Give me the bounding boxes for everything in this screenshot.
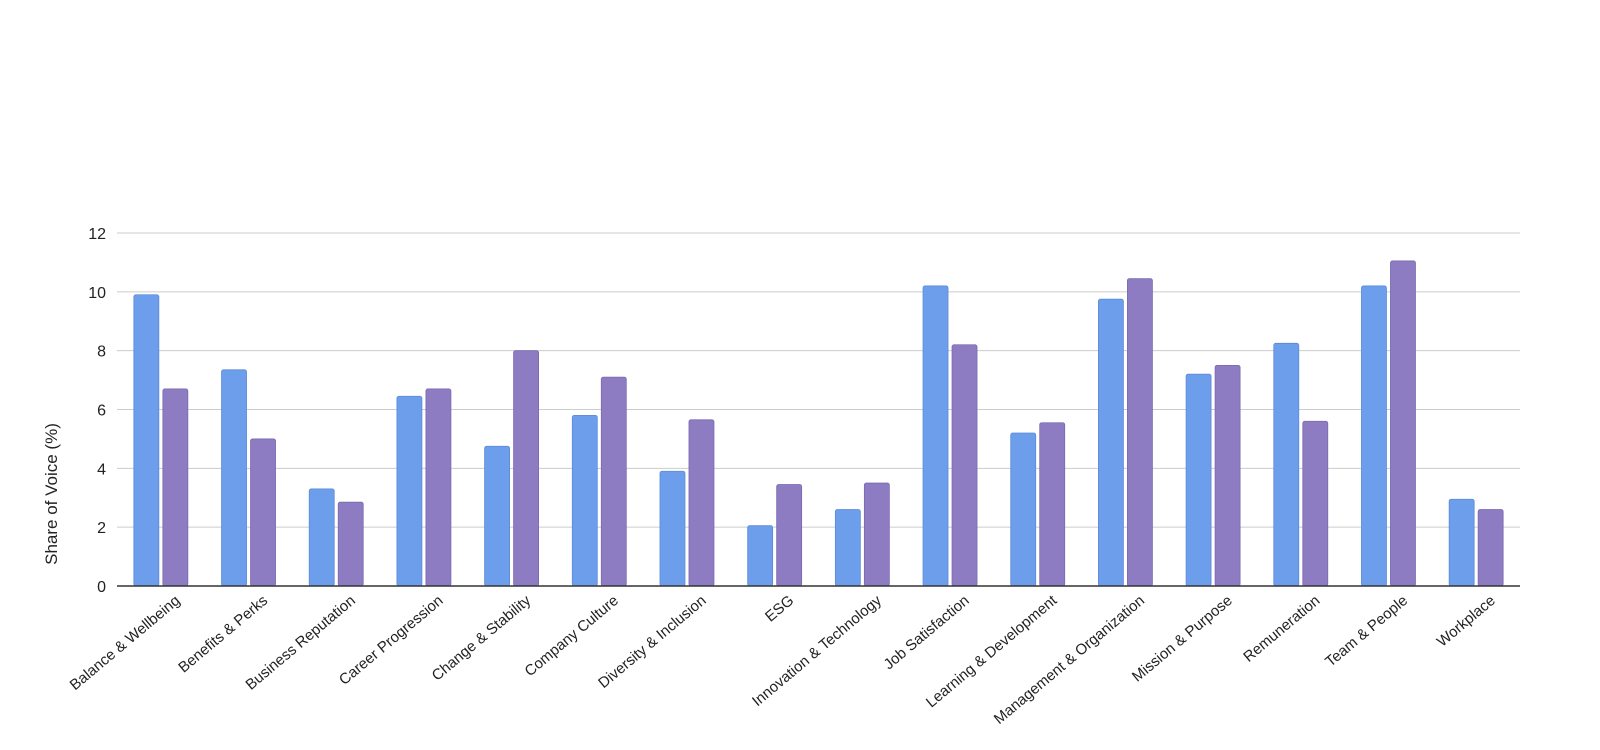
bar-series-1-12	[1098, 298, 1124, 587]
bar-series-2-15	[1390, 260, 1416, 587]
y-axis-title: Share of Voice (%)	[42, 423, 61, 565]
bar-series-2-5	[513, 350, 539, 587]
bar-series-1-2	[221, 369, 247, 587]
bar-series-1-14	[1273, 342, 1300, 587]
y-tick-label: 12	[88, 226, 106, 243]
bars	[133, 260, 1504, 587]
x-category-label: Remuneration	[1240, 592, 1323, 666]
y-tick-label: 6	[97, 403, 106, 420]
bar-series-2-4	[425, 388, 452, 587]
y-tick-label: 10	[88, 285, 106, 302]
y-tick-label: 4	[97, 461, 106, 478]
bar-series-2-3	[337, 501, 364, 587]
bar-series-2-6	[600, 376, 627, 587]
x-category-label: Workplace	[1434, 592, 1499, 650]
x-category-label: Company Culture	[522, 592, 622, 680]
bar-series-1-9	[834, 509, 861, 587]
x-category-label: Management & Organization	[991, 592, 1148, 728]
x-category-label: Team & People	[1322, 592, 1411, 670]
bar-series-1-8	[747, 525, 774, 587]
bar-series-2-1	[162, 388, 189, 587]
bar-series-1-6	[571, 414, 598, 587]
bar-series-1-1	[133, 294, 160, 587]
bar-series-1-5	[484, 445, 510, 587]
y-tick-label: 2	[97, 520, 106, 537]
x-category-label: Balance & Wellbeing	[67, 592, 184, 694]
x-category-label: ESG	[762, 592, 797, 625]
bar-series-1-11	[1010, 432, 1037, 587]
bar-series-2-2	[250, 438, 276, 587]
bar-series-1-15	[1361, 285, 1387, 587]
bar-series-2-14	[1302, 420, 1329, 587]
bar-series-2-13	[1214, 364, 1241, 587]
bar-series-1-7	[659, 470, 686, 587]
bar-series-1-3	[308, 488, 335, 587]
bar-series-2-8	[776, 484, 803, 587]
x-category-label: Benefits & Perks	[175, 592, 271, 676]
bar-series-1-4	[396, 395, 423, 587]
y-tick-labels: 0 2 4 6 8 10 12	[88, 226, 106, 596]
bar-series-1-10	[922, 285, 949, 587]
bar-series-2-16	[1477, 509, 1504, 587]
bar-series-2-11	[1039, 422, 1066, 587]
bar-series-1-16	[1448, 498, 1475, 587]
bar-series-2-9	[863, 482, 890, 587]
bar-series-2-12	[1127, 278, 1153, 587]
bar-series-1-13	[1185, 373, 1212, 587]
x-category-label: Job Satisfaction	[881, 592, 973, 673]
y-tick-label: 0	[97, 579, 106, 596]
bar-series-2-10	[951, 344, 978, 587]
bar-series-2-7	[688, 419, 715, 587]
y-tick-label: 8	[97, 344, 106, 361]
